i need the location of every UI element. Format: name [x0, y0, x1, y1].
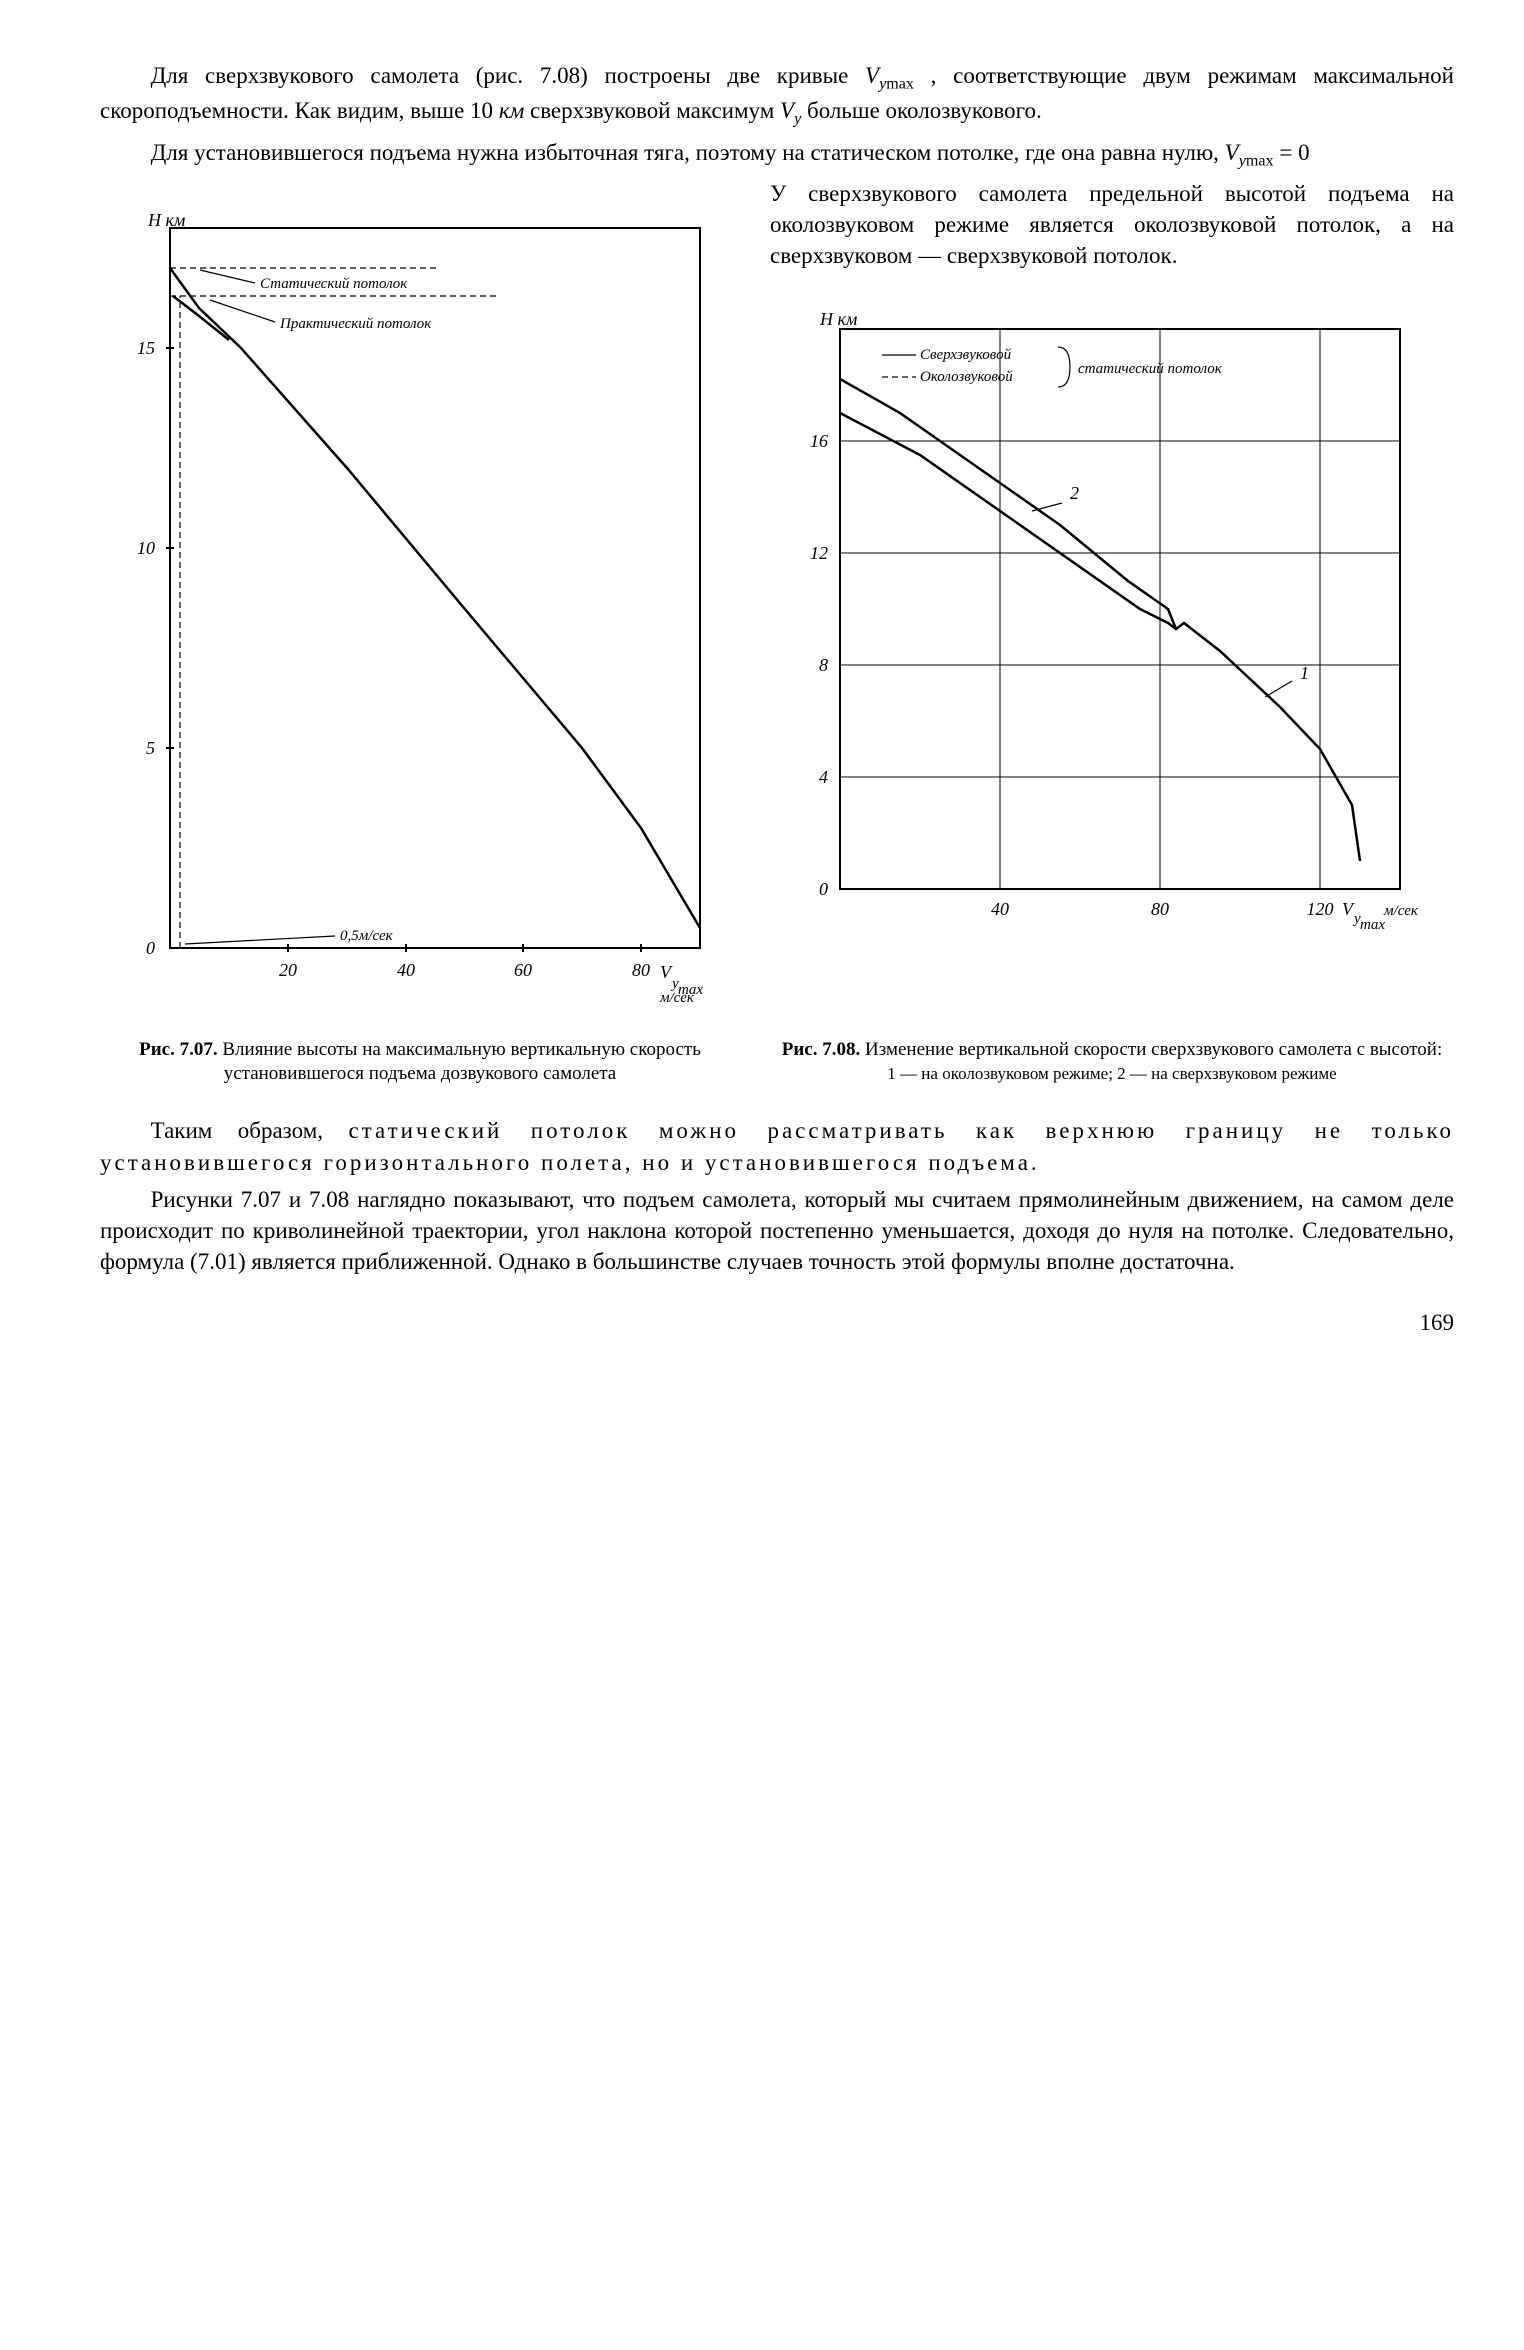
para3-lead: Таким образом, — [151, 1118, 323, 1143]
svg-text:40: 40 — [397, 960, 415, 980]
svg-text:H км: H км — [147, 210, 186, 230]
caption-708-sub: 1 — на околозвуковом режиме; 2 — на свер… — [887, 1064, 1336, 1083]
svg-text:5: 5 — [146, 738, 155, 758]
svg-text:80: 80 — [1151, 899, 1169, 919]
svg-text:60: 60 — [514, 960, 532, 980]
svg-text:0: 0 — [819, 879, 828, 899]
caption-707: Рис. 7.07. Влияние высоты на максимальну… — [100, 1038, 740, 1086]
figure-707: 0 5 10 15 20 40 60 80 — [100, 188, 740, 1016]
svg-text:16: 16 — [810, 431, 828, 451]
svg-text:20: 20 — [279, 960, 297, 980]
svg-text:м/сек: м/сек — [1383, 903, 1419, 919]
svg-text:4: 4 — [819, 767, 828, 787]
caption-707-text: Влияние высоты на максимальную вертикаль… — [222, 1039, 701, 1084]
caption-708-text: Изменение вертикальной скорости сверхзву… — [865, 1039, 1442, 1060]
label-static-ceiling: Статический потолок — [260, 276, 408, 292]
series-2-label: 2 — [1070, 483, 1079, 503]
svg-text:м/сек: м/сек — [659, 990, 695, 1006]
figure-708: 0 4 8 12 16 40 80 120 H км V y max м/сек — [770, 289, 1454, 937]
caption-708-num: Рис. 7.08. — [782, 1039, 861, 1060]
svg-text:0: 0 — [146, 938, 155, 958]
paragraph-spaced: Таким образом, статический потолок можно… — [100, 1115, 1454, 1177]
svg-text:8: 8 — [819, 655, 828, 675]
svg-text:12: 12 — [810, 543, 828, 563]
caption-708: Рис. 7.08. Изменение вертикальной скорос… — [770, 1038, 1454, 1086]
paragraph: Для сверхзвукового самолета (рис. 7.08) … — [100, 60, 1454, 131]
svg-text:15: 15 — [137, 338, 155, 358]
caption-707-num: Рис. 7.07. — [139, 1039, 218, 1060]
page-number: 169 — [100, 1307, 1454, 1338]
label-05: 0,5м/сек — [340, 928, 394, 944]
paragraph: Для установившегося подъема нужна избыто… — [100, 137, 1454, 172]
svg-text:10: 10 — [137, 538, 155, 558]
legend-supersonic: Сверхзвуковой — [920, 347, 1012, 363]
label-practical-ceiling: Практический потолок — [279, 316, 432, 332]
legend-right: статический потолок — [1078, 361, 1223, 377]
paragraph: Рисунки 7.07 и 7.08 наглядно показывают,… — [100, 1184, 1454, 1277]
svg-text:H км: H км — [819, 309, 858, 329]
legend-subsonic: Околозвуковой — [920, 369, 1013, 385]
svg-text:40: 40 — [991, 899, 1009, 919]
paragraph-side: У сверхзвукового самолета предельной выс… — [770, 178, 1454, 271]
svg-text:120: 120 — [1307, 899, 1334, 919]
svg-text:max: max — [1360, 917, 1385, 929]
series-1-label: 1 — [1300, 663, 1309, 683]
svg-text:80: 80 — [632, 960, 650, 980]
